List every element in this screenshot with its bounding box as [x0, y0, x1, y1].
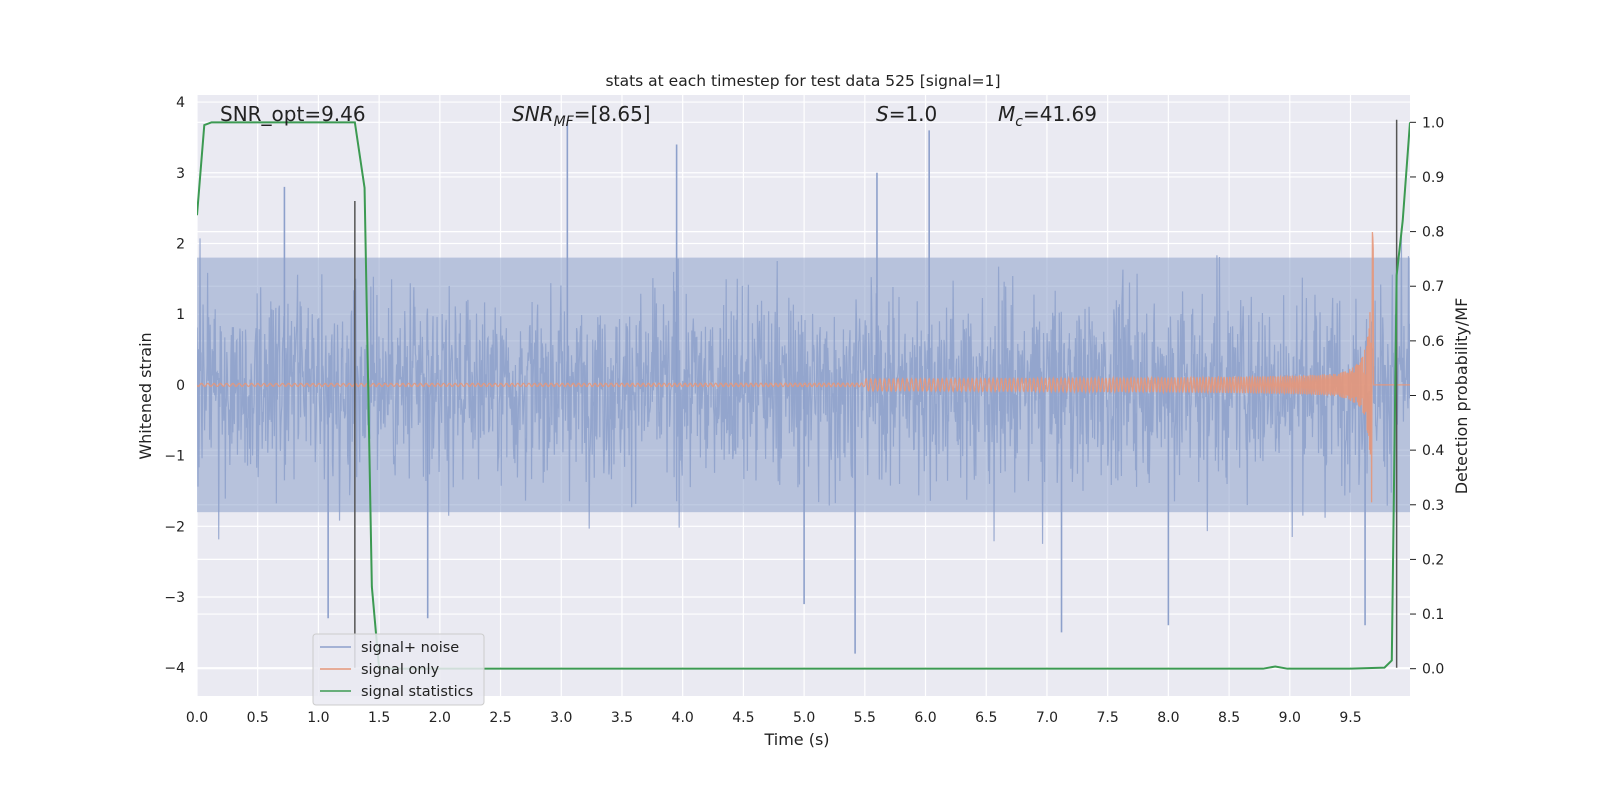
- legend-label-signal-only: signal only: [361, 662, 440, 678]
- y-right-tick-label: 0.8: [1422, 225, 1444, 241]
- y-right-tick-label: 0.2: [1422, 552, 1444, 568]
- annotation-snr-mf: SNRMF=[8.65]: [512, 102, 651, 130]
- annotation-mc-subscript: c: [1015, 114, 1023, 130]
- annotation-s-symbol: S: [876, 102, 889, 126]
- x-tick-label: 7.5: [1097, 710, 1119, 726]
- y-axis-left-ticks: −4 −3 −2 −1 0 1 2 3 4: [164, 95, 185, 677]
- chart-title: stats at each timestep for test data 525…: [605, 72, 1000, 90]
- plot-series: [197, 119, 1410, 670]
- x-tick-label: 5.0: [793, 710, 815, 726]
- annotation-mc-symbol: M: [998, 102, 1015, 126]
- signal-only-line: [197, 232, 1410, 503]
- y-left-tick-label: 1: [176, 307, 185, 323]
- y-axis-left-label: Whitened strain: [136, 332, 155, 459]
- x-tick-label: 2.0: [429, 710, 451, 726]
- vertical-markers: [354, 119, 1398, 668]
- y-right-tick-label: 0.5: [1422, 389, 1444, 405]
- x-axis-ticks: 0.0 0.5 1.0 1.5 2.0 2.5 3.0 3.5 4.0 4.5 5.0 5.5 6.0 6…: [186, 710, 1362, 726]
- x-tick-label: 2.5: [489, 710, 511, 726]
- x-tick-label: 6.0: [914, 710, 936, 726]
- x-tick-label: 9.5: [1339, 710, 1361, 726]
- y-axis-right-ticks: 0.0 0.1 0.2 0.3 0.4 0.5 0.6 0.7 0.8 0.9 1.0: [1410, 115, 1444, 678]
- x-tick-label: 0.5: [247, 710, 269, 726]
- x-tick-label: 4.0: [672, 710, 694, 726]
- x-tick-label: 1.0: [307, 710, 329, 726]
- x-tick-label: 6.5: [975, 710, 997, 726]
- y-right-tick-label: 0.7: [1422, 279, 1444, 295]
- annotation-mc: Mc=41.69: [998, 102, 1097, 130]
- legend-box: [312, 633, 485, 706]
- annotation-snr-mf-value: =[8.65]: [574, 102, 651, 126]
- x-tick-label: 8.0: [1157, 710, 1179, 726]
- annotation-mc-value: =41.69: [1023, 102, 1097, 126]
- y-left-tick-label: 0: [176, 378, 185, 394]
- series-signal-statistics: [197, 121, 1410, 670]
- y-right-tick-label: 0.4: [1422, 443, 1444, 459]
- x-tick-label: 1.5: [368, 710, 390, 726]
- x-tick-label: 8.5: [1218, 710, 1240, 726]
- y-axis-right-label: Detection probability/MF: [1452, 298, 1471, 495]
- x-tick-label: 0.0: [186, 710, 208, 726]
- annotations: SNR_opt=9.46 SNRMF=[8.65] S=1.0 Mc=41.69: [220, 102, 1097, 130]
- y-right-tick-label: 0.3: [1422, 498, 1444, 514]
- y-right-tick-label: 0.9: [1422, 170, 1444, 186]
- annotation-s: S=1.0: [876, 102, 937, 126]
- y-left-tick-label: 2: [176, 236, 185, 252]
- y-left-tick-label: −1: [164, 449, 185, 465]
- y-left-tick-label: 3: [176, 166, 185, 182]
- x-tick-label: 7.0: [1036, 710, 1058, 726]
- x-tick-label: 3.5: [611, 710, 633, 726]
- y-left-tick-label: −2: [164, 519, 185, 535]
- x-tick-label: 9.0: [1279, 710, 1301, 726]
- y-right-tick-label: 1.0: [1422, 115, 1444, 131]
- y-right-tick-label: 0.0: [1422, 662, 1444, 678]
- legend: signal+ noise signal only signal statist…: [312, 633, 485, 706]
- y-left-tick-label: 4: [176, 95, 185, 111]
- x-axis-label: Time (s): [763, 730, 829, 749]
- x-tick-label: 3.0: [550, 710, 572, 726]
- y-right-tick-label: 0.6: [1422, 334, 1444, 350]
- y-right-tick-label: 0.1: [1422, 607, 1444, 623]
- series-signal-only: [197, 232, 1410, 503]
- legend-label-signal-statistics: signal statistics: [361, 684, 473, 700]
- legend-label-signal-plus-noise: signal+ noise: [361, 640, 459, 656]
- x-tick-label: 4.5: [732, 710, 754, 726]
- annotation-snr-mf-subscript: MF: [554, 114, 575, 130]
- annotation-s-value: =1.0: [889, 102, 938, 126]
- annotation-snr-opt: SNR_opt=9.46: [220, 102, 366, 126]
- y-left-tick-label: −4: [164, 661, 185, 677]
- y-left-tick-label: −3: [164, 590, 185, 606]
- annotation-snr-mf-symbol: SNR: [512, 102, 554, 126]
- x-tick-label: 5.5: [854, 710, 876, 726]
